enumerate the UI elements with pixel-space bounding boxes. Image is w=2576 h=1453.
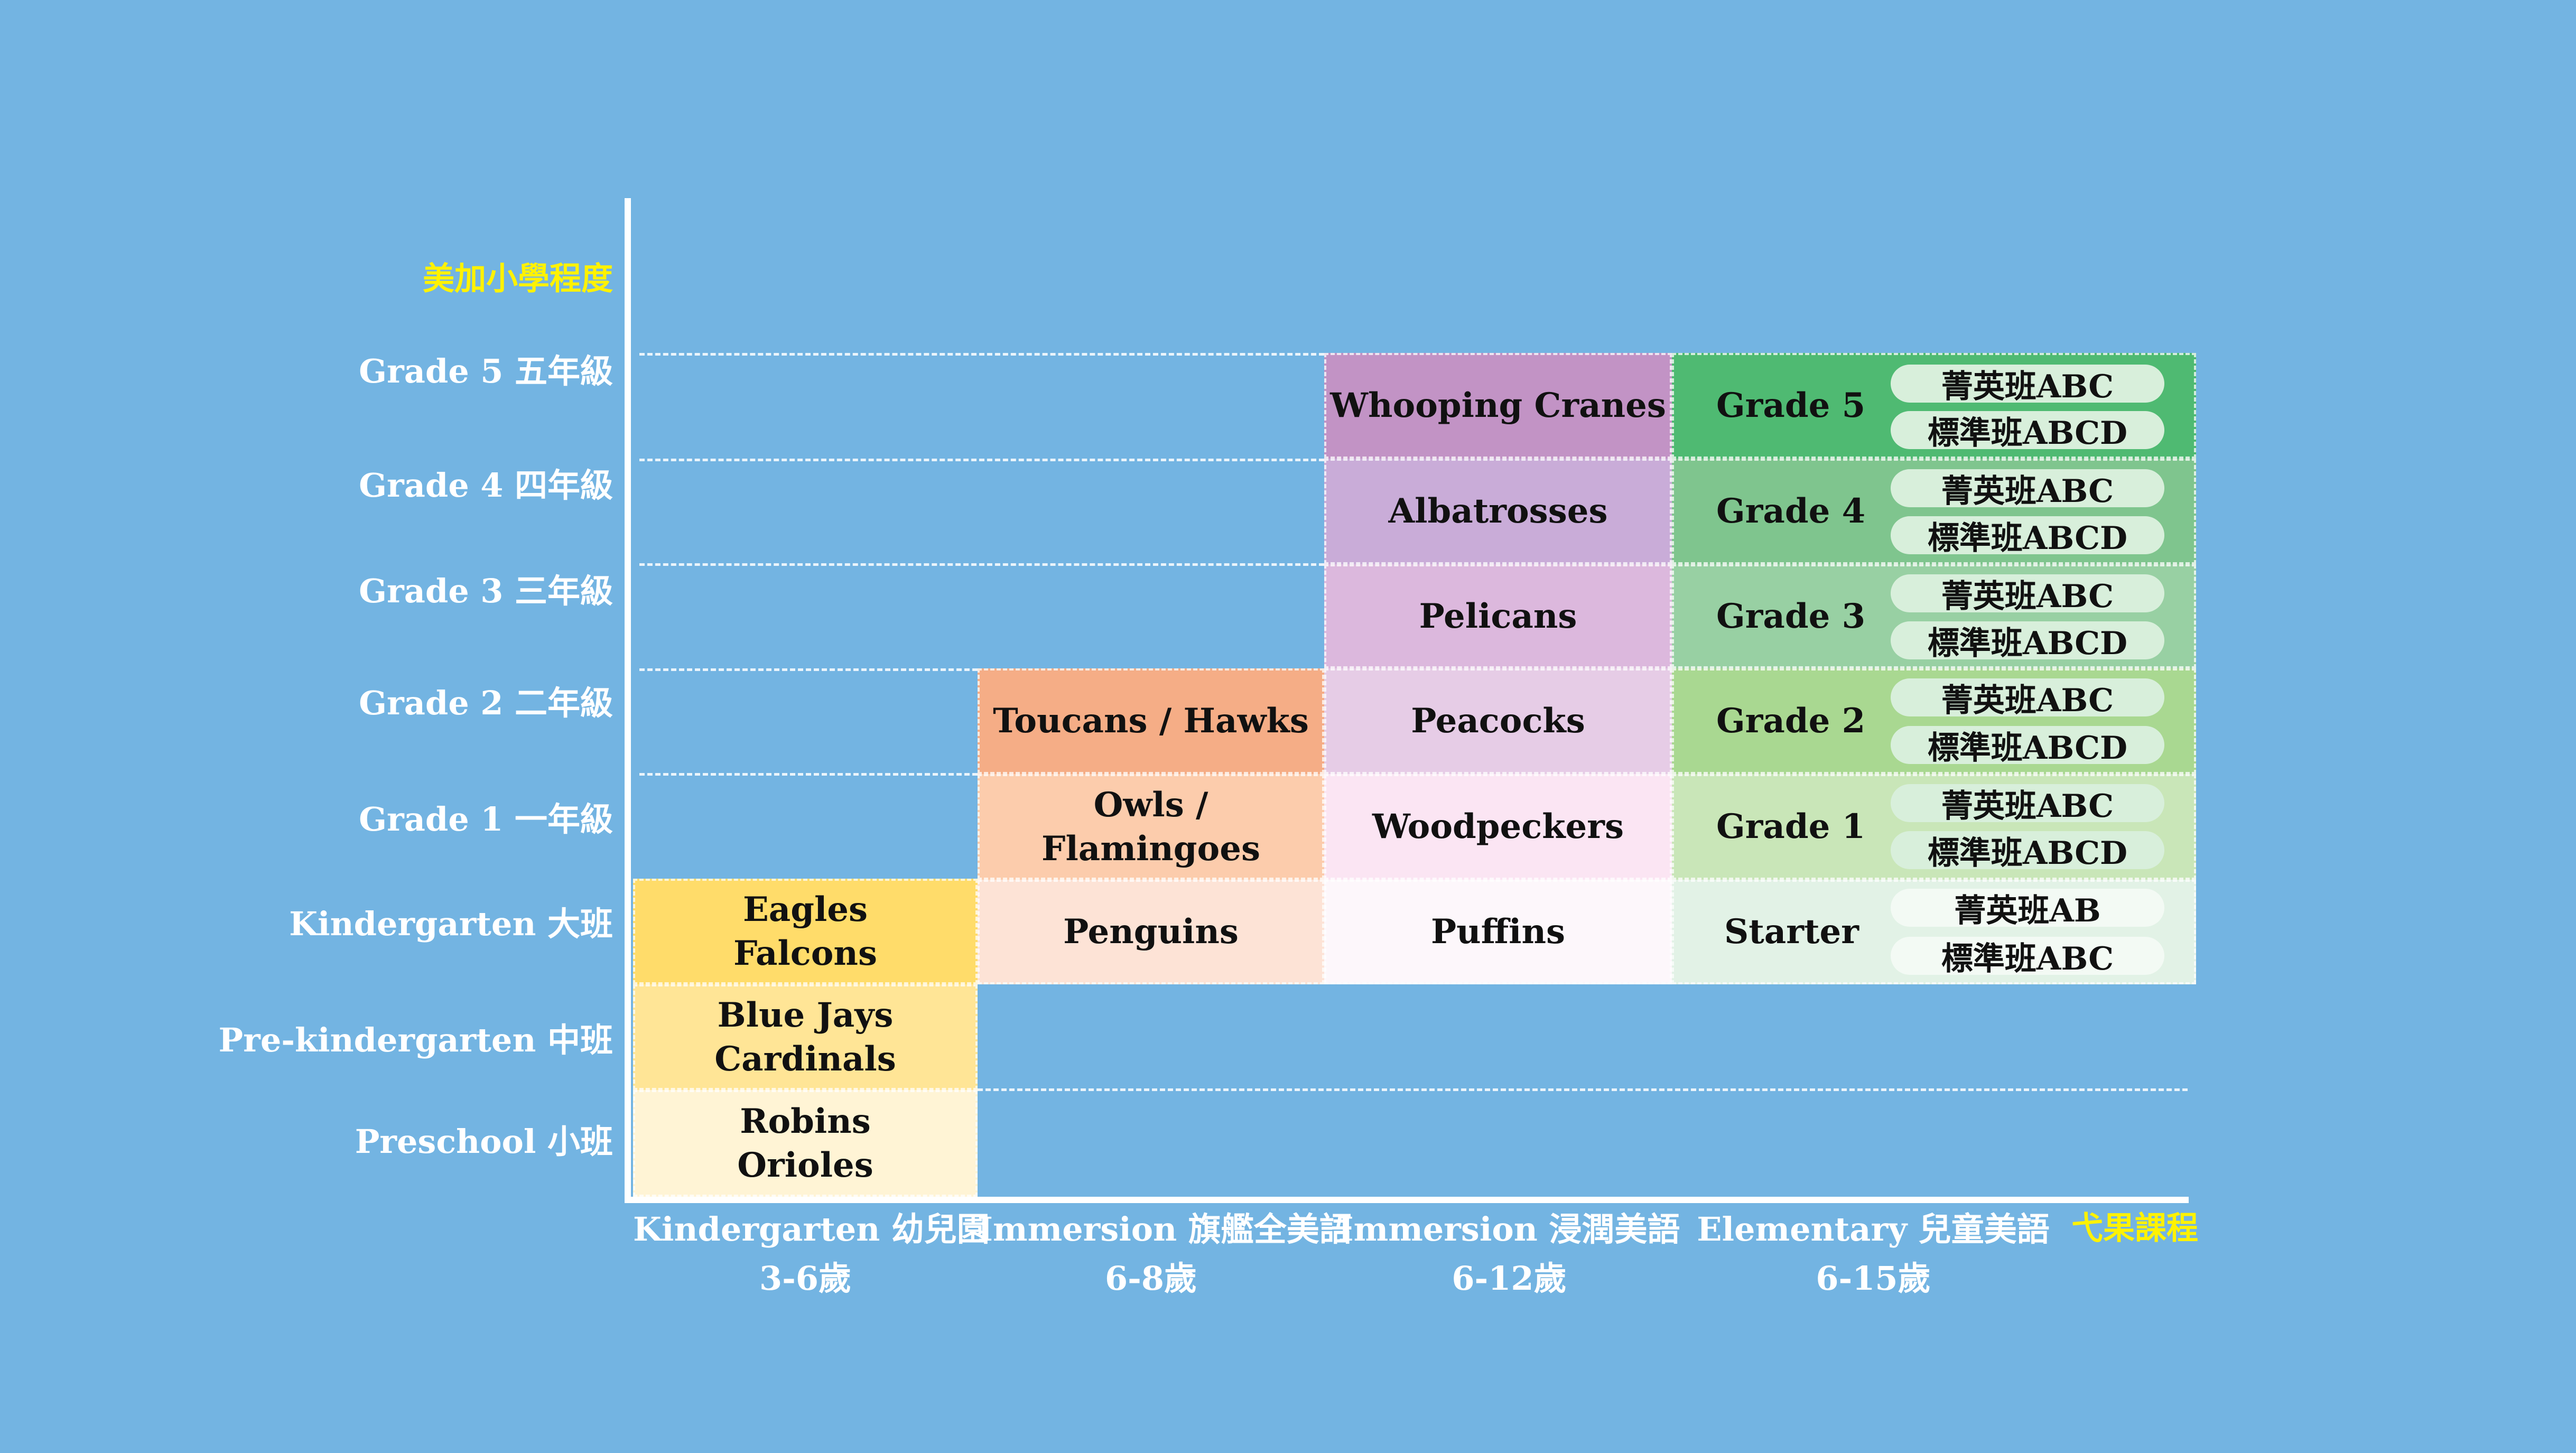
class-name: Woodpeckers bbox=[1372, 807, 1624, 847]
immersion-cell-pelicans: Pelicans bbox=[1324, 564, 1672, 668]
grade-name: Grade 1 bbox=[1716, 807, 1866, 847]
track-pill-grade2-elite: 菁英班ABC bbox=[1891, 678, 2164, 719]
class-name: Cardinals bbox=[714, 1039, 896, 1079]
track-pill-grade3-standard: 標準班ABCD bbox=[1891, 621, 2164, 662]
gridline-grade5 bbox=[639, 353, 1324, 356]
class-name: Eagles bbox=[742, 889, 868, 929]
y-label-grade4: Grade 4 四年級 bbox=[359, 466, 613, 505]
grade-name: Grade 4 bbox=[1716, 491, 1866, 532]
track-pill-starter-standard: 標準班ABC bbox=[1891, 937, 2164, 977]
gridline-prek bbox=[978, 1088, 2188, 1091]
class-name: Penguins bbox=[1063, 912, 1239, 952]
x-label-elementary: Elementary 兒童美語 6-15歲 bbox=[1691, 1205, 2056, 1303]
immersion-cell-peacocks: Peacocks bbox=[1324, 668, 1672, 774]
grade-name: Grade 2 bbox=[1716, 701, 1866, 741]
flagship-cell-penguins: Penguins bbox=[978, 880, 1324, 984]
immersion-cell-puffins: Puffins bbox=[1324, 880, 1672, 984]
track-pill-grade3-elite: 菁英班ABC bbox=[1891, 574, 2164, 615]
track-pill-grade5-standard: 標準班ABCD bbox=[1891, 411, 2164, 452]
flagship-cell-toucans-hawks: Toucans / Hawks bbox=[978, 668, 1324, 774]
x-axis-line bbox=[625, 1197, 2189, 1203]
track-pill-grade4-elite: 菁英班ABC bbox=[1891, 469, 2164, 510]
class-name: Orioles bbox=[737, 1145, 873, 1185]
grade-name: Starter bbox=[1724, 912, 1859, 952]
program-ages: 6-15歲 bbox=[1816, 1259, 1931, 1298]
program-ages: 3-6歲 bbox=[759, 1259, 851, 1298]
y-label-kindergarten: Kindergarten 大班 bbox=[289, 905, 613, 943]
class-name: Toucans / Hawks bbox=[993, 701, 1309, 741]
x-label-immersion-flagship: Immersion 旗艦全美語 6-8歲 bbox=[978, 1205, 1352, 1303]
program-name: Immersion 旗艦全美語 bbox=[978, 1210, 1352, 1249]
class-name: Whooping Cranes bbox=[1330, 386, 1666, 426]
immersion-cell-woodpeckers: Woodpeckers bbox=[1324, 774, 1672, 880]
y-label-preschool: Preschool 小班 bbox=[355, 1122, 613, 1161]
track-pill-grade4-standard: 標準班ABCD bbox=[1891, 516, 2164, 557]
gridline-grade4 bbox=[639, 459, 1324, 461]
kg-cell-eagles-falcons: Eagles Falcons bbox=[633, 879, 978, 984]
kg-cell-robins-orioles: Robins Orioles bbox=[633, 1090, 978, 1197]
immersion-cell-albatrosses: Albatrosses bbox=[1324, 459, 1672, 564]
program-name: Kindergarten 幼兒園 bbox=[633, 1210, 990, 1249]
class-name: Pelicans bbox=[1419, 596, 1577, 636]
program-ages: 6-8歲 bbox=[1104, 1259, 1197, 1298]
y-axis-title: 美加小學程度 bbox=[423, 260, 613, 297]
kg-cell-bluejays-cardinals: Blue Jays Cardinals bbox=[633, 984, 978, 1090]
track-pill-grade2-standard: 標準班ABCD bbox=[1891, 726, 2164, 767]
class-name: Owls / Flamingoes bbox=[1041, 785, 1260, 869]
y-label-grade3: Grade 3 三年級 bbox=[359, 572, 613, 610]
class-name: Blue Jays bbox=[717, 995, 894, 1035]
flagship-cell-owls-flamingoes: Owls / Flamingoes bbox=[978, 774, 1324, 880]
gridline-grade3 bbox=[639, 563, 1324, 566]
immersion-cell-whooping-cranes: Whooping Cranes bbox=[1324, 353, 1672, 459]
track-pill-grade1-elite: 菁英班ABC bbox=[1891, 784, 2164, 825]
grade-name: Grade 5 bbox=[1716, 386, 1866, 426]
class-name: Robins bbox=[740, 1101, 871, 1141]
y-label-grade1: Grade 1 一年級 bbox=[359, 800, 613, 839]
program-ages: 6-12歲 bbox=[1452, 1259, 1567, 1298]
y-label-prekindergarten: Pre-kindergarten 中班 bbox=[218, 1021, 613, 1059]
x-label-immersion: Immersion 浸潤美語 6-12歲 bbox=[1324, 1205, 1694, 1303]
program-name: Elementary 兒童美語 bbox=[1697, 1210, 2050, 1249]
gridline-grade2 bbox=[639, 668, 978, 671]
class-name: Peacocks bbox=[1411, 701, 1585, 741]
grade-name: Grade 3 bbox=[1716, 596, 1866, 636]
class-name: Falcons bbox=[733, 934, 877, 973]
x-label-kindergarten: Kindergarten 幼兒園 3-6歲 bbox=[633, 1205, 990, 1303]
y-label-grade2: Grade 2 二年級 bbox=[359, 684, 613, 722]
gridline-grade1 bbox=[639, 773, 978, 776]
track-pill-grade1-standard: 標準班ABCD bbox=[1891, 831, 2164, 872]
y-label-grade5: Grade 5 五年級 bbox=[359, 352, 613, 390]
program-name: Immersion 浸潤美語 bbox=[1338, 1210, 1680, 1249]
class-name: Puffins bbox=[1430, 912, 1566, 952]
y-axis-line bbox=[625, 198, 631, 1203]
x-axis-title: 弋果課程 bbox=[2071, 1210, 2198, 1247]
class-name: Albatrosses bbox=[1388, 491, 1608, 532]
track-pill-grade5-elite: 菁英班ABC bbox=[1891, 365, 2164, 405]
track-pill-starter-elite: 菁英班AB bbox=[1891, 889, 2164, 929]
